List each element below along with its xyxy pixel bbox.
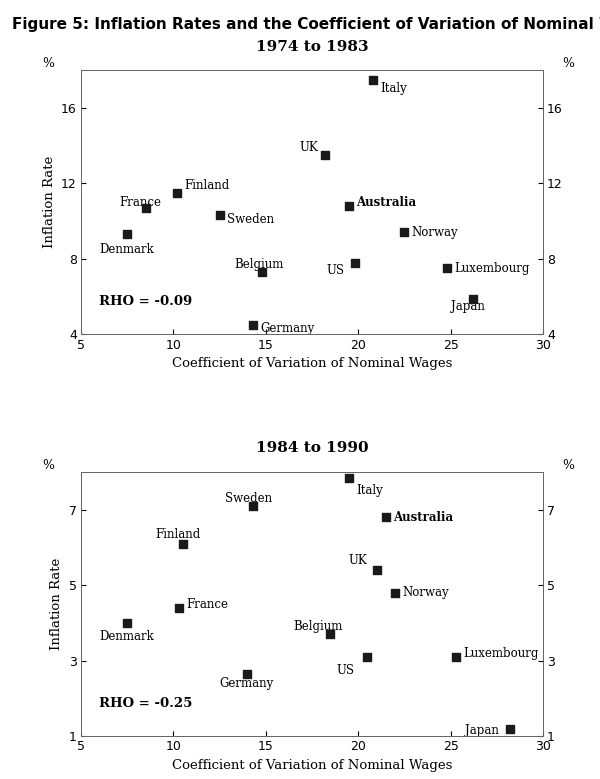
X-axis label: Coefficient of Variation of Nominal Wages: Coefficient of Variation of Nominal Wage… [172, 357, 452, 370]
Text: Japan: Japan [466, 724, 499, 737]
Point [391, 587, 400, 599]
Point [122, 228, 132, 241]
Text: Germany: Germany [260, 323, 314, 335]
Text: UK: UK [299, 141, 318, 154]
Text: %: % [43, 57, 55, 70]
Text: RHO = -0.09: RHO = -0.09 [100, 295, 193, 308]
Title: 1974 to 1983: 1974 to 1983 [256, 40, 368, 54]
Text: UK: UK [349, 554, 368, 567]
Text: France: France [120, 196, 162, 209]
Text: Denmark: Denmark [100, 629, 154, 643]
Point [505, 722, 515, 735]
Point [248, 499, 257, 512]
Point [178, 538, 187, 550]
Text: Australia: Australia [394, 511, 454, 523]
Point [344, 199, 354, 212]
Point [141, 202, 151, 214]
X-axis label: Coefficient of Variation of Nominal Wages: Coefficient of Variation of Nominal Wage… [172, 759, 452, 772]
Point [362, 650, 372, 663]
Point [468, 292, 478, 305]
Text: Finland: Finland [155, 527, 200, 541]
Text: France: France [187, 597, 229, 611]
Text: Sweden: Sweden [227, 213, 274, 226]
Text: Norway: Norway [403, 586, 449, 599]
Text: Norway: Norway [412, 226, 458, 239]
Text: Luxembourg: Luxembourg [464, 647, 539, 660]
Point [451, 650, 461, 663]
Text: US: US [327, 264, 345, 277]
Title: 1984 to 1990: 1984 to 1990 [256, 442, 368, 456]
Text: Luxembourg: Luxembourg [454, 262, 530, 275]
Text: %: % [562, 459, 574, 472]
Text: Japan: Japan [451, 300, 484, 312]
Point [350, 256, 359, 269]
Text: Belgium: Belgium [293, 620, 343, 633]
Point [326, 628, 335, 640]
Point [122, 617, 132, 629]
Point [242, 668, 252, 680]
Y-axis label: Inflation Rate: Inflation Rate [50, 558, 63, 650]
Text: Finland: Finland [184, 178, 230, 192]
Point [174, 601, 184, 614]
Point [320, 149, 330, 161]
Point [442, 262, 452, 274]
Text: Australia: Australia [356, 196, 416, 209]
Point [344, 471, 354, 484]
Text: Italy: Italy [356, 485, 383, 497]
Y-axis label: Inflation Rate: Inflation Rate [43, 156, 56, 249]
Text: RHO = -0.25: RHO = -0.25 [100, 696, 193, 710]
Text: Belgium: Belgium [235, 258, 284, 271]
Point [248, 319, 257, 331]
Point [172, 187, 182, 199]
Point [215, 210, 224, 222]
Text: Sweden: Sweden [225, 492, 272, 505]
Text: US: US [336, 664, 354, 677]
Point [372, 564, 382, 576]
Text: Denmark: Denmark [100, 243, 154, 256]
Point [400, 226, 409, 238]
Point [257, 266, 267, 278]
Text: Figure 5: Inflation Rates and the Coefficient of Variation of Nominal Wages: Figure 5: Inflation Rates and the Coeffi… [12, 17, 600, 32]
Text: %: % [43, 459, 55, 472]
Point [381, 511, 391, 523]
Point [368, 73, 378, 86]
Text: Italy: Italy [380, 83, 407, 96]
Text: %: % [562, 57, 574, 70]
Text: Germany: Germany [220, 677, 274, 689]
